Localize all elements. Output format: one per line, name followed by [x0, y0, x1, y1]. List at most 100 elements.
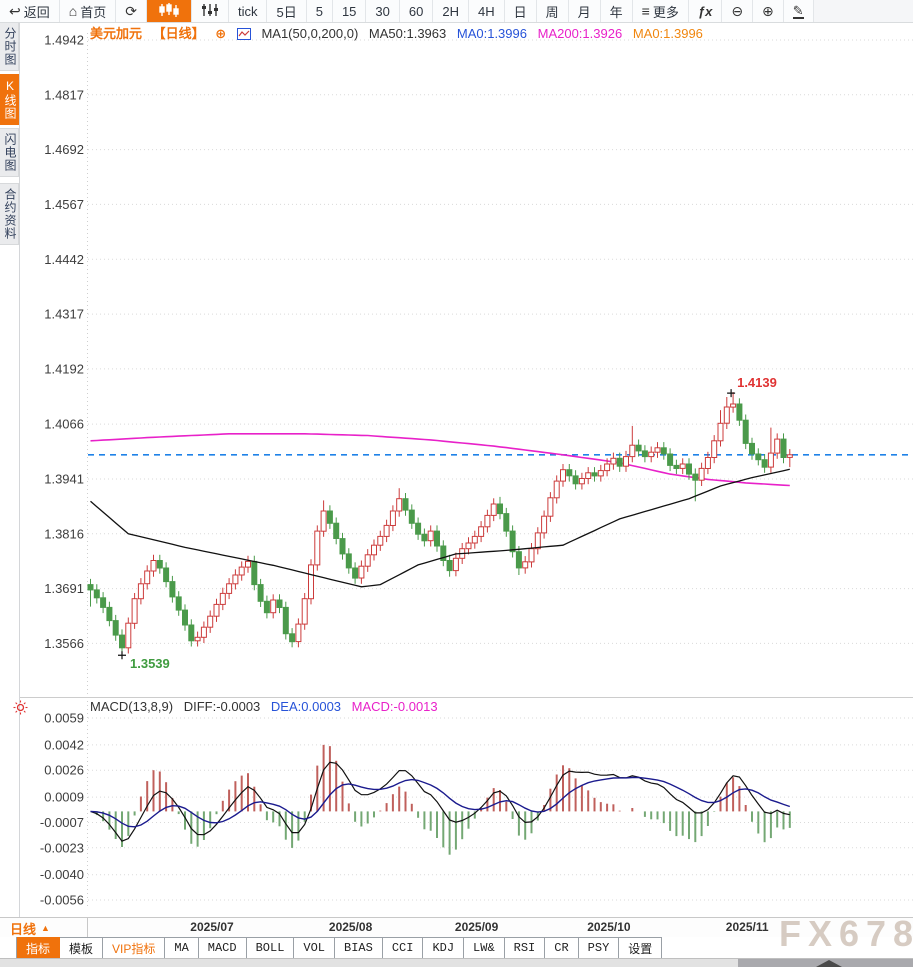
svg-text:1.4192: 1.4192 [44, 361, 84, 376]
tab-设置[interactable]: 设置 [619, 937, 663, 958]
xaxis-row: 日线 ▲ 2025/07 2025/08 2025/09 2025/10 2025/11 [0, 917, 913, 939]
toolbar-button-year[interactable]: 年 [600, 0, 633, 22]
svg-text:0.0009: 0.0009 [44, 790, 84, 805]
period-dropdown-label: 日线 [10, 921, 37, 937]
tab-VIP指标[interactable]: VIP指标 [103, 937, 166, 958]
svg-text:0.0026: 0.0026 [44, 763, 84, 778]
svg-text:-0.0040: -0.0040 [40, 867, 84, 882]
toolbar-button-refresh[interactable]: ⟳ [116, 0, 147, 22]
x-axis-label: 2025/11 [725, 920, 769, 934]
x-axis-label: 2025/08 [328, 920, 373, 934]
toolbar-button-label: 15 [341, 3, 357, 19]
fx-icon: ƒx [697, 3, 713, 19]
toolbar-button-day[interactable]: 日 [504, 0, 537, 22]
period-dropdown[interactable]: 日线 ▲ [0, 918, 88, 938]
tab-VOL[interactable]: VOL [294, 937, 336, 958]
tab-BIAS[interactable]: BIAS [335, 937, 383, 958]
toolbar-button-label: 日 [513, 4, 527, 20]
toolbar-button-30[interactable]: 30 [366, 0, 400, 22]
tab-MA[interactable]: MA [165, 937, 199, 958]
svg-text:1.3691: 1.3691 [44, 581, 84, 596]
ma-params-label: MA1(50,0,200,0) [261, 26, 359, 41]
svg-text:1.4942: 1.4942 [44, 33, 84, 48]
toolbar-button-2h[interactable]: 2H [433, 0, 469, 22]
toolbar-button-fx[interactable]: ƒx [688, 0, 723, 22]
tab-PSY[interactable]: PSY [578, 937, 620, 958]
tab-CCI[interactable]: CCI [382, 937, 424, 958]
horizontal-scrollbar[interactable] [0, 958, 913, 967]
sidebar-item-lightning-chart[interactable]: 闪电图 [0, 128, 19, 177]
toolbar-button-5d[interactable]: 5日 [267, 0, 307, 22]
toolbar-button-home[interactable]: ⌂ 首页 [59, 0, 117, 22]
dea-value: DEA:0.0003 [270, 699, 342, 714]
x-axis-label: 2025/10 [587, 920, 631, 934]
toolbar-button-week[interactable]: 周 [536, 0, 569, 22]
toolbar-button-60[interactable]: 60 [399, 0, 434, 22]
toolbar-button-label: 月 [577, 4, 591, 20]
scrollbar-up-arrow-icon[interactable] [816, 960, 842, 967]
toolbar-button-label: 5 [315, 3, 323, 19]
toolbar-button-month[interactable]: 月 [568, 0, 601, 22]
tab-RSI[interactable]: RSI [504, 937, 546, 958]
toolbar-button-5[interactable]: 5 [306, 0, 333, 22]
tabs-row-spacer [0, 937, 17, 958]
toolbar-button-zoom-in[interactable]: ⊕ [753, 0, 784, 22]
svg-text:0.0042: 0.0042 [44, 737, 84, 752]
toolbar-button-label: 4H [477, 3, 495, 19]
dropdown-arrow-icon: ▲ [41, 923, 50, 933]
home-icon: ⌂ [68, 3, 78, 19]
back-arrow-icon: ↩ [9, 3, 21, 19]
toolbar-button-4h[interactable]: 4H [468, 0, 505, 22]
low-annotation: 1.3539 [118, 651, 170, 671]
ma0-blue-value: MA0:1.3996 [456, 26, 527, 41]
svg-text:1.4692: 1.4692 [44, 142, 84, 157]
svg-text:-0.0023: -0.0023 [40, 840, 84, 855]
tab-KDJ[interactable]: KDJ [423, 937, 465, 958]
toolbar-button-indicators[interactable] [191, 0, 229, 22]
toolbar-button-kline-chart[interactable] [146, 0, 192, 22]
menu-icon: ≡ [641, 3, 650, 19]
candles [87, 392, 793, 656]
tab-指标[interactable]: 指标 [17, 937, 61, 958]
svg-text:1.3816: 1.3816 [44, 526, 84, 541]
macd-header: MACD(13,8,9) DIFF:-0.0003 DEA:0.0003 MAC… [90, 699, 445, 714]
draw-pen-icon: ✎ [792, 2, 804, 19]
ma50-value: MA50:1.3963 [368, 26, 447, 41]
toolbar-button-label: 更多 [652, 4, 679, 20]
toolbar-button-tick[interactable]: tick [228, 0, 268, 22]
tab-MACD[interactable]: MACD [198, 937, 247, 958]
macd-params-label: MACD(13,8,9) [90, 699, 174, 714]
tab-CR[interactable]: CR [545, 937, 579, 958]
toolbar-button-15[interactable]: 15 [332, 0, 367, 22]
symbol-name[interactable]: 美元加元 [90, 26, 143, 41]
top-toolbar: ↩ 返回 ⌂ 首页 ⟳ tick 5日 5 15 30 60 2H 4H 日周月年 ≡ 更多 ƒx ⊖ ⊕ ✎ [0, 0, 913, 23]
add-indicator-icon[interactable]: ⊕ [215, 26, 227, 41]
kline-chart-icon [158, 3, 180, 19]
svg-text:0.0059: 0.0059 [44, 711, 84, 726]
zoom-out-icon: ⊖ [731, 3, 744, 19]
sidebar-item-contract-info[interactable]: 合约资料 [0, 183, 19, 245]
toolbar-button-zoom-out[interactable]: ⊖ [722, 0, 754, 22]
tab-模板[interactable]: 模板 [60, 937, 104, 958]
diff-value: DIFF:-0.0003 [183, 699, 261, 714]
svg-text:1.4817: 1.4817 [44, 87, 84, 102]
toolbar-button-label: 首页 [80, 4, 107, 20]
diff-line [90, 761, 790, 842]
svg-text:1.4139: 1.4139 [737, 375, 777, 390]
toolbar-button-back[interactable]: ↩ 返回 [0, 0, 60, 22]
sidebar-item-time-chart[interactable]: 分时图 [0, 22, 19, 71]
tab-LW&[interactable]: LW& [464, 937, 505, 958]
sidebar-item-kline-chart[interactable]: K线图 [0, 74, 19, 125]
toolbar-button-draw[interactable]: ✎ [783, 0, 814, 22]
indicator-settings-icon[interactable] [13, 700, 28, 720]
toolbar-button-label: 2H [442, 3, 459, 19]
toolbar-button-more[interactable]: ≡ 更多 [632, 0, 689, 22]
tab-BOLL[interactable]: BOLL [246, 937, 295, 958]
svg-text:1.4066: 1.4066 [44, 417, 84, 432]
price-grid: 1.4942 1.4817 1.4692 1.4567 1.4442 1.4317 1.41… [44, 33, 913, 908]
line-chart-icon [236, 28, 251, 43]
ma200-line [90, 433, 790, 487]
svg-text:1.3539: 1.3539 [130, 656, 170, 671]
dea-line [90, 776, 791, 828]
